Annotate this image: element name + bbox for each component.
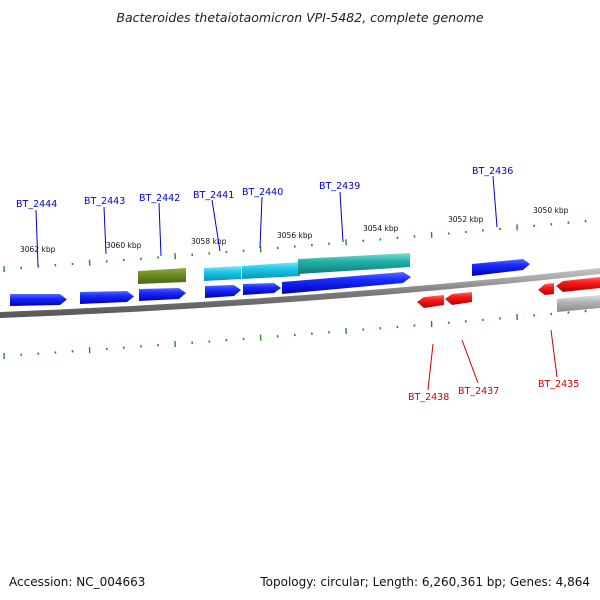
inner-scale-ticks bbox=[3, 309, 587, 360]
olive-feature bbox=[138, 268, 186, 284]
gene-label-bt-2439[interactable]: BT_2439 bbox=[319, 181, 360, 192]
leader-bt-2436 bbox=[492, 175, 498, 228]
scale-label-3054: 3054 kbp bbox=[363, 224, 399, 233]
forward-genes bbox=[10, 259, 530, 306]
leader-bt-2435 bbox=[550, 329, 558, 378]
gene-bt-2440-arrow[interactable] bbox=[243, 283, 281, 295]
leader-bt-2439 bbox=[339, 191, 344, 243]
scale-label-3056: 3056 kbp bbox=[277, 231, 313, 240]
gene-bt-2443-arrow[interactable] bbox=[80, 291, 134, 304]
leader-bt-2438 bbox=[427, 343, 434, 391]
gene-label-bt-2441[interactable]: BT_2441 bbox=[193, 190, 234, 201]
accession-text: Accession: NC_004663 bbox=[9, 575, 145, 589]
gene-label-bt-2443[interactable]: BT_2443 bbox=[84, 196, 125, 207]
gene-label-bt-2435[interactable]: BT_2435 bbox=[538, 379, 579, 390]
gene-bt-2436-arrow[interactable] bbox=[472, 259, 530, 276]
teal-feature bbox=[298, 253, 410, 274]
leader-bt-2442 bbox=[158, 202, 162, 257]
gene-bt-2435-arrow[interactable] bbox=[538, 283, 554, 295]
cyan-feature-2 bbox=[242, 262, 300, 279]
gene-beyond-right-arrow[interactable] bbox=[556, 277, 600, 292]
gene-bt-2442-arrow[interactable] bbox=[139, 288, 186, 301]
gene-label-bt-2438[interactable]: BT_2438 bbox=[408, 392, 449, 403]
genome-title: Bacteroides thetaiotaomicron VPI-5482, c… bbox=[116, 10, 483, 25]
gene-bt-2444-arrow[interactable] bbox=[10, 294, 67, 306]
gene-bt-2438-arrow[interactable] bbox=[417, 295, 444, 308]
upper-features bbox=[138, 253, 410, 284]
scale-label-3060: 3060 kbp bbox=[106, 241, 142, 250]
gene-label-bt-2442[interactable]: BT_2442 bbox=[139, 193, 180, 204]
leader-bt-2443 bbox=[103, 206, 107, 255]
gene-bt-2439-arrow[interactable] bbox=[282, 272, 411, 294]
cyan-feature-1 bbox=[204, 266, 241, 281]
leader-bt-2444 bbox=[35, 209, 39, 267]
genome-summary-text: Topology: circular; Length: 6,260,361 bp… bbox=[259, 575, 590, 589]
gene-label-bt-2440[interactable]: BT_2440 bbox=[242, 187, 283, 198]
label-leaders bbox=[35, 175, 558, 391]
leader-bt-2441 bbox=[211, 199, 221, 252]
genome-backbone bbox=[0, 268, 600, 318]
outer-scale-ticks bbox=[3, 220, 587, 273]
scale-label-3050: 3050 kbp bbox=[533, 206, 569, 215]
gene-bt-2437-arrow[interactable] bbox=[445, 292, 472, 305]
grey-feature bbox=[557, 295, 600, 312]
leader-bt-2437 bbox=[461, 339, 479, 384]
gene-labels: BT_2444 BT_2443 BT_2442 BT_2441 BT_2440 … bbox=[16, 166, 579, 403]
scale-label-3058: 3058 kbp bbox=[191, 237, 227, 246]
gene-bt-2441-arrow[interactable] bbox=[205, 285, 241, 298]
reverse-genes bbox=[417, 277, 600, 312]
scale-label-3052: 3052 kbp bbox=[448, 215, 484, 224]
gene-label-bt-2437[interactable]: BT_2437 bbox=[458, 386, 499, 397]
gene-label-bt-2444[interactable]: BT_2444 bbox=[16, 199, 57, 210]
leader-bt-2440 bbox=[259, 196, 263, 249]
gene-label-bt-2436[interactable]: BT_2436 bbox=[472, 166, 513, 177]
